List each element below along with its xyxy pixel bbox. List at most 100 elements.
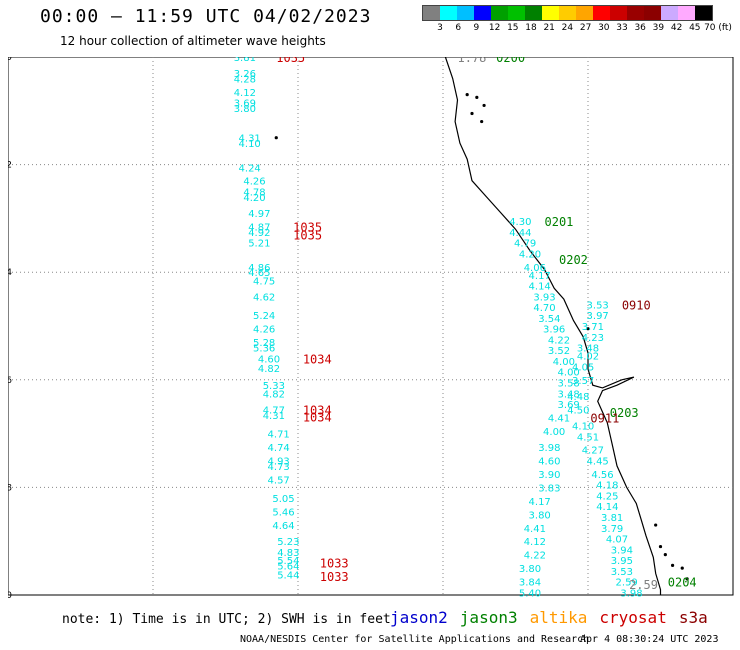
swh-value: 4.14 [596, 502, 618, 513]
swh-value: 4.97 [248, 209, 270, 220]
legend-labels: 3 6 9 12 15 18 21 24 27 30 33 36 39 42 45 70 (ft) [422, 21, 732, 35]
legend-swatch [491, 6, 508, 20]
swh-value: 3.83 [538, 483, 560, 494]
swh-value: 4.28 [234, 75, 256, 86]
swh-value: 4.27 [582, 446, 604, 457]
pass-time-label: 1034 [303, 410, 332, 424]
island-marker [685, 577, 689, 581]
y-tick-label: -2 [8, 161, 12, 171]
swh-value: 4.73 [268, 462, 290, 473]
pass-time-label: 0200 [496, 57, 525, 65]
swh-value: 4.18 [596, 481, 618, 492]
legend-swatch [627, 6, 644, 20]
swh-value: 4.86 [248, 263, 270, 274]
island-marker [658, 544, 663, 549]
swh-value: 4.82 [263, 389, 285, 400]
pass-time-label: 2.59 [629, 578, 658, 592]
swh-value: 4.31 [263, 411, 285, 422]
legend-swatch [610, 6, 627, 20]
swh-value: 4.71 [268, 430, 290, 441]
legend-label: 27 [579, 23, 592, 33]
swh-value: 4.22 [548, 335, 570, 346]
pass-time-label: 0202 [559, 253, 588, 267]
swh-value: 5.05 [272, 494, 294, 505]
island-marker [654, 523, 658, 527]
legend-swatch [678, 6, 695, 20]
swh-value: 3.98 [538, 443, 560, 454]
swh-value: 3.58 [558, 378, 580, 389]
legend-swatch [576, 6, 593, 20]
swh-value: 4.00 [553, 357, 575, 368]
swh-value: 4.24 [239, 163, 261, 174]
swh-value: 5.36 [253, 344, 275, 355]
legend-swatch [457, 6, 474, 20]
color-legend: 3 6 9 12 15 18 21 24 27 30 33 36 39 42 45 70 (ft) [422, 5, 732, 35]
swh-value: 4.02 [577, 352, 599, 363]
swh-value: 3.57 [572, 376, 594, 387]
pass-time-label: 1033 [320, 557, 349, 571]
swh-value: 4.12 [234, 88, 256, 99]
pass-time-label: 1034 [303, 352, 332, 366]
swh-value: 4.00 [543, 427, 565, 438]
legend-swatch [525, 6, 542, 20]
legend-swatch [593, 6, 610, 20]
swh-value: 3.79 [601, 524, 623, 535]
swh-value: 3.81 [601, 513, 623, 524]
pass-time-label: 0910 [622, 298, 651, 312]
swh-value: 4.22 [524, 551, 546, 562]
swh-value: 4.57 [268, 475, 290, 486]
legend-label: 39 [652, 23, 665, 33]
swh-value: 4.17 [529, 271, 551, 282]
satellite-jason2: jason2 [390, 608, 448, 627]
satellite-jason3: jason3 [459, 608, 518, 627]
swh-value: 5.54 [277, 556, 299, 567]
swh-value: 4.50 [567, 405, 589, 416]
swh-value: 4.79 [514, 239, 536, 250]
plot-frame [8, 57, 734, 596]
swh-value: 4.07 [606, 535, 628, 546]
swh-value: 5.40 [519, 588, 541, 599]
legend-swatch [542, 6, 559, 20]
island-marker [482, 103, 486, 108]
swh-value: 3.90 [538, 470, 560, 481]
swh-value: 4.17 [529, 497, 551, 508]
legend-label: 9 [473, 23, 480, 33]
legend-swatch [508, 6, 525, 20]
swh-value: 3.48 [558, 389, 580, 400]
swh-value: 4.70 [533, 303, 555, 314]
swh-value: 4.20 [519, 249, 541, 260]
swh-value: 4.26 [243, 177, 265, 188]
swh-value: 3.84 [519, 578, 541, 589]
swh-value: 4.56 [591, 470, 613, 481]
satellite-cryosat: cryosat [599, 608, 667, 627]
y-tick-label: -10 [8, 591, 12, 601]
swh-value: 5.24 [253, 311, 275, 322]
swh-value: 3.54 [538, 314, 560, 325]
swh-value: 3.93 [533, 292, 555, 303]
pass-time-label: 1035 [293, 220, 322, 234]
swh-value: 4.23 [582, 333, 604, 344]
legend-label: 30 [598, 23, 610, 33]
swh-value: 3.80 [519, 564, 541, 575]
legend-label: 12 [488, 23, 501, 33]
swh-value: 3.69 [558, 400, 580, 411]
swh-value: 4.44 [509, 228, 531, 239]
swh-value: 4.10 [572, 422, 594, 433]
swh-value: 3.97 [587, 311, 609, 322]
swh-value: 3.95 [611, 556, 633, 567]
swh-value: 4.83 [277, 548, 299, 559]
legend-swatch [695, 6, 712, 20]
swh-value: 3.53 [611, 567, 633, 578]
swh-value: 5.21 [248, 239, 270, 250]
island-marker [465, 93, 469, 97]
swh-value: 4.82 [258, 364, 280, 375]
legend-label: 24 [561, 23, 574, 33]
swh-value: 5.33 [263, 381, 285, 392]
swh-value: 4.92 [248, 228, 270, 239]
swh-value: 4.48 [567, 392, 589, 403]
island-marker [586, 327, 590, 331]
map-plot[interactable]: 036912150-2-4-6-8-103.813.264.284.123.69… [8, 57, 735, 602]
map-title: 00:00 – 11:59 UTC 04/02/2023 [40, 6, 372, 27]
swh-value: 3.52 [548, 346, 570, 357]
swh-value: 3.98 [620, 588, 642, 599]
